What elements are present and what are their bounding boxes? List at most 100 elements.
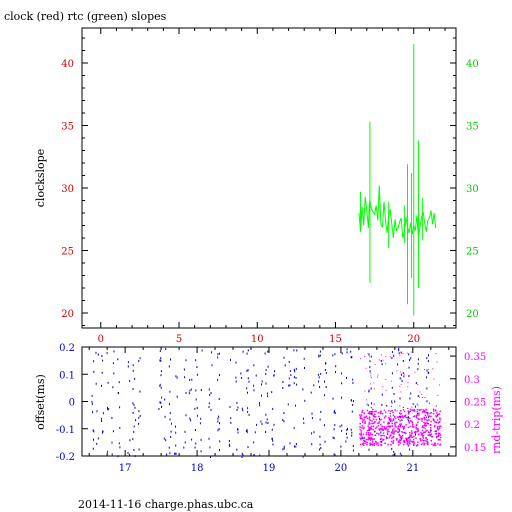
offset-point bbox=[293, 376, 295, 379]
offset-point bbox=[230, 358, 231, 361]
offset-point-overlay bbox=[401, 419, 403, 421]
offset-point bbox=[265, 369, 267, 372]
rndtrip-outlier bbox=[399, 385, 401, 387]
offset-point bbox=[92, 429, 94, 432]
rndtrip-point bbox=[387, 428, 389, 431]
bottom-y-tick-label-right: 0.2 bbox=[464, 420, 480, 431]
rndtrip-point bbox=[368, 416, 371, 418]
offset-point bbox=[219, 440, 221, 443]
rndtrip-outlier bbox=[439, 384, 440, 386]
offset-point bbox=[160, 359, 162, 362]
rndtrip-outlier bbox=[396, 370, 398, 372]
rndtrip-point bbox=[365, 433, 368, 436]
offset-point bbox=[408, 353, 410, 356]
rndtrip-point bbox=[407, 444, 410, 447]
rndtrip-outlier bbox=[374, 363, 376, 365]
rndtrip-point bbox=[393, 428, 395, 430]
top-y-tick-label-right: 35 bbox=[466, 122, 479, 133]
offset-point bbox=[283, 447, 285, 450]
top-chart-title: clock (red) rtc (green) slopes bbox=[4, 10, 167, 23]
rndtrip-point bbox=[437, 439, 440, 441]
rndtrip-point bbox=[416, 411, 419, 413]
offset-point bbox=[170, 430, 172, 433]
rndtrip-point bbox=[381, 413, 384, 415]
offset-point bbox=[134, 406, 136, 409]
offset-point bbox=[352, 445, 354, 447]
rndtrip-point bbox=[410, 434, 413, 437]
rndtrip-point bbox=[371, 412, 373, 415]
top-y-tick-label-right: 40 bbox=[466, 59, 479, 70]
rndtrip-point bbox=[386, 432, 389, 434]
rndtrip-point bbox=[397, 431, 400, 433]
offset-point bbox=[352, 381, 354, 384]
rndtrip-point bbox=[379, 419, 382, 421]
rndtrip-point bbox=[358, 433, 361, 435]
offset-point bbox=[219, 449, 220, 452]
offset-point bbox=[201, 349, 203, 352]
rndtrip-point bbox=[359, 416, 362, 418]
offset-point bbox=[200, 389, 202, 391]
offset-point bbox=[346, 351, 348, 354]
offset-point bbox=[132, 402, 134, 405]
offset-point bbox=[158, 408, 160, 410]
offset-point bbox=[334, 454, 336, 457]
rndtrip-point bbox=[407, 439, 409, 442]
offset-point bbox=[175, 425, 176, 428]
offset-point bbox=[229, 444, 231, 447]
rndtrip-outlier bbox=[432, 368, 434, 370]
rndtrip-point bbox=[437, 422, 440, 424]
rndtrip-point bbox=[367, 433, 370, 436]
offset-point bbox=[127, 365, 129, 368]
offset-point bbox=[346, 348, 348, 351]
offset-point bbox=[235, 376, 237, 379]
offset-point bbox=[138, 448, 140, 451]
offset-point bbox=[102, 412, 104, 415]
offset-point bbox=[369, 370, 371, 373]
rndtrip-point bbox=[364, 416, 367, 419]
offset-point bbox=[381, 403, 383, 406]
offset-point-overlay bbox=[414, 415, 415, 417]
rndtrip-point bbox=[388, 409, 390, 412]
offset-point bbox=[341, 429, 343, 432]
offset-point bbox=[426, 369, 428, 372]
offset-point-overlay bbox=[386, 436, 388, 438]
offset-point bbox=[133, 403, 135, 406]
offset-point-overlay bbox=[418, 412, 420, 414]
rndtrip-point bbox=[431, 435, 433, 438]
offset-point bbox=[189, 417, 191, 420]
offset-point bbox=[184, 441, 186, 444]
offset-point bbox=[168, 365, 170, 368]
rndtrip-point bbox=[368, 436, 370, 439]
offset-point bbox=[320, 372, 322, 375]
rndtrip-outlier bbox=[382, 359, 384, 361]
offset-point-overlay bbox=[389, 418, 391, 420]
offset-point-overlay bbox=[382, 430, 384, 432]
rndtrip-point bbox=[361, 409, 364, 412]
offset-point bbox=[318, 354, 320, 357]
rndtrip-point bbox=[421, 432, 423, 435]
rndtrip-point bbox=[399, 425, 401, 428]
offset-point bbox=[350, 428, 352, 431]
rndtrip-point bbox=[428, 432, 430, 434]
offset-point-overlay bbox=[382, 434, 384, 436]
offset-point bbox=[191, 378, 193, 381]
rndtrip-point bbox=[392, 440, 395, 442]
offset-point bbox=[393, 453, 395, 456]
rndtrip-point bbox=[437, 413, 440, 416]
rndtrip-point bbox=[425, 430, 427, 432]
rndtrip-point bbox=[405, 416, 407, 419]
rndtrip-point bbox=[403, 443, 405, 446]
rndtrip-point bbox=[424, 414, 427, 417]
offset-point bbox=[399, 452, 401, 455]
rndtrip-point bbox=[404, 414, 407, 417]
rndtrip-point bbox=[394, 430, 396, 432]
rndtrip-point bbox=[423, 411, 426, 413]
rndtrip-point bbox=[405, 432, 407, 435]
rndtrip-point bbox=[400, 438, 403, 440]
rndtrip-point bbox=[401, 426, 404, 428]
offset-point bbox=[112, 386, 114, 389]
offset-point bbox=[409, 359, 411, 361]
rndtrip-point bbox=[428, 415, 431, 417]
offset-point bbox=[352, 404, 354, 406]
offset-point bbox=[117, 358, 119, 361]
